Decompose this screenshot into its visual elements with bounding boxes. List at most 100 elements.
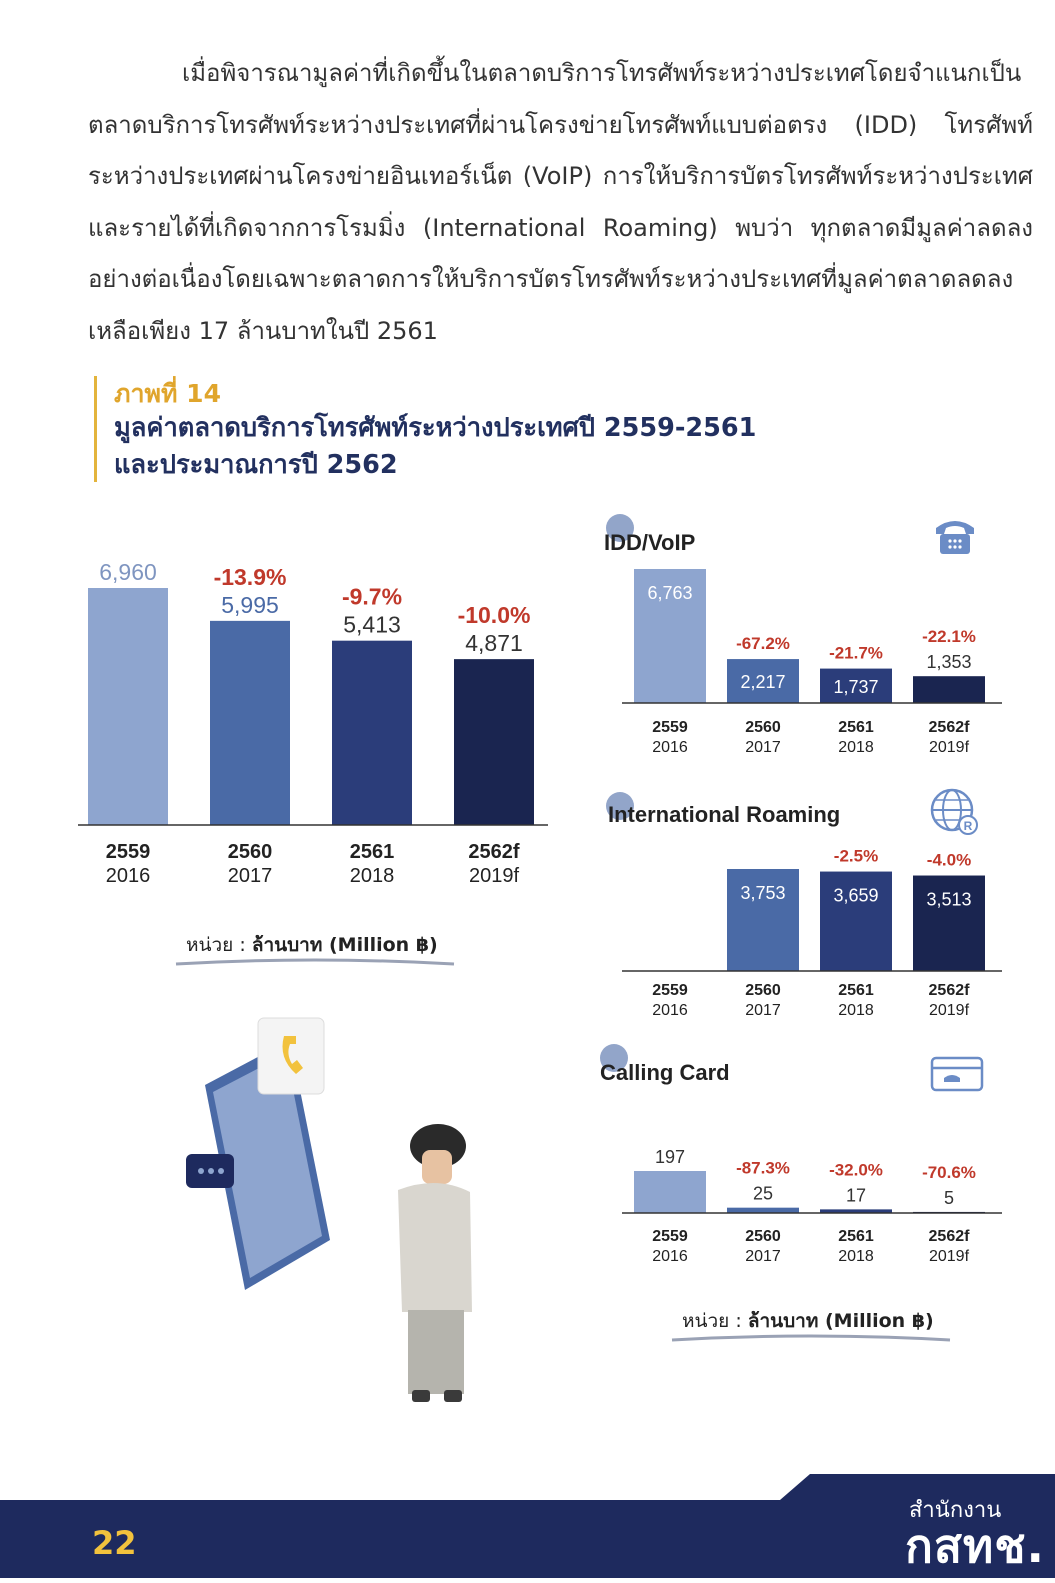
growth-label: -22.1%	[922, 627, 976, 646]
org-name-big: กสทช.	[905, 1519, 1045, 1573]
tick-label: 2560	[745, 982, 781, 999]
tick-label-ce: 2018	[838, 739, 874, 756]
tick-label: 2560	[228, 841, 273, 863]
bar	[913, 676, 985, 703]
bar	[820, 668, 892, 703]
figure-title-line2: และประมาณการปี 2562	[114, 450, 398, 480]
growth-label: -2.5%	[834, 847, 878, 866]
tick-label: 2559	[652, 1228, 688, 1245]
data-label: 4,871	[465, 630, 523, 656]
growth-label: -13.9%	[214, 564, 287, 590]
figure-accent-bar	[94, 376, 97, 482]
tick-label-ce: 2019f	[929, 1002, 970, 1019]
bar	[210, 620, 290, 825]
chart-title: IDD/VoIP	[604, 530, 695, 555]
intro-paragraph: เมื่อพิจารณามูลค่าที่เกิดขึ้นในตลาดบริกา…	[88, 59, 1033, 345]
unit-underline-side	[671, 1334, 951, 1342]
tick-label-ce: 2018	[838, 1002, 874, 1019]
bar	[727, 659, 799, 703]
footer-band	[0, 1500, 1055, 1578]
tick-label-ce: 2016	[652, 739, 688, 756]
bar	[727, 869, 799, 971]
tick-label-ce: 2019f	[469, 865, 519, 887]
tick-label: 2561	[350, 841, 395, 863]
page-number: 22	[92, 1524, 137, 1562]
growth-label: -21.7%	[829, 644, 883, 663]
org-name-small: สำนักงาน	[909, 1498, 1002, 1523]
tick-label: 2561	[838, 982, 874, 999]
bar	[820, 871, 892, 971]
data-label: 3,753	[740, 883, 785, 903]
data-label: 17	[846, 1185, 866, 1205]
tick-label: 2562f	[929, 982, 971, 999]
data-label: 6,960	[99, 559, 157, 585]
bar	[634, 569, 706, 703]
bar	[454, 659, 534, 825]
data-label: 2,217	[740, 672, 785, 692]
growth-label: -4.0%	[927, 851, 971, 870]
tick-label-ce: 2017	[228, 865, 273, 887]
tick-label-ce: 2016	[652, 1248, 688, 1265]
title-dot	[600, 1044, 628, 1072]
tick-label: 2560	[745, 1228, 781, 1245]
tick-label-ce: 2018	[838, 1248, 874, 1265]
growth-label: -10.0%	[458, 602, 531, 628]
tick-label: 2559	[106, 841, 151, 863]
tick-label: 2562f	[929, 1228, 971, 1245]
tick-label-ce: 2016	[652, 1002, 688, 1019]
data-label: 25	[753, 1184, 773, 1204]
unit-prefix: หน่วย :	[682, 1310, 742, 1332]
tick-label: 2560	[745, 719, 781, 736]
data-label: 1,737	[833, 677, 878, 697]
data-label: 6,763	[647, 583, 692, 603]
globe-roaming-icon: R	[930, 788, 978, 835]
unit-label-main: หน่วย : ล้านบาท (Million ฿)	[186, 930, 438, 960]
figure-label: ภาพที่ 14	[114, 379, 221, 408]
tick-label-ce: 2017	[745, 739, 781, 756]
figure-title: มูลค่าตลาดบริการโทรศัพท์ระหว่างประเทศปี …	[114, 410, 874, 484]
unit-underline-main	[175, 958, 455, 966]
title-dot	[606, 514, 634, 542]
unit-text: ล้านบาท (Million ฿)	[747, 1310, 934, 1332]
data-label: 5,995	[221, 592, 279, 618]
unit-prefix: หน่วย :	[186, 934, 246, 956]
data-label: 3,659	[833, 886, 878, 906]
bar	[913, 875, 985, 971]
tick-label-ce: 2019f	[929, 739, 970, 756]
calling-card-icon	[930, 1056, 984, 1092]
tick-label: 2559	[652, 982, 688, 999]
unit-label-side: หน่วย : ล้านบาท (Million ฿)	[682, 1306, 934, 1336]
tick-label: 2561	[838, 719, 874, 736]
growth-label: -32.0%	[829, 1160, 883, 1179]
phone-illustration	[186, 1017, 330, 1290]
growth-label: -87.3%	[736, 1159, 790, 1178]
tick-label-ce: 2019f	[929, 1248, 970, 1265]
growth-label: -67.2%	[736, 634, 790, 653]
svg-text:R: R	[964, 819, 973, 833]
data-label: 5	[944, 1188, 954, 1208]
growth-label: -9.7%	[342, 584, 402, 610]
bar	[727, 1207, 799, 1213]
charts-canvas: R 6,960255920165,995-13.9%256020175,413-…	[78, 514, 1002, 1402]
bar	[634, 1171, 706, 1213]
tick-label: 2562f	[468, 841, 519, 863]
telephone-icon	[936, 521, 974, 554]
tick-label-ce: 2017	[745, 1002, 781, 1019]
figure-title-line1: มูลค่าตลาดบริการโทรศัพท์ระหว่างประเทศปี …	[114, 413, 757, 443]
title-dot	[606, 792, 634, 820]
data-label: 3,513	[926, 890, 971, 910]
tick-label-ce: 2017	[745, 1248, 781, 1265]
growth-label: -70.6%	[922, 1163, 976, 1182]
tick-label: 2559	[652, 719, 688, 736]
tick-label: 2561	[838, 1228, 874, 1245]
bar	[820, 1209, 892, 1213]
bar	[88, 588, 168, 825]
data-label: 1,353	[926, 652, 971, 672]
chart-title: Calling Card	[600, 1060, 730, 1085]
data-label: 5,413	[343, 612, 401, 638]
bar	[332, 640, 412, 825]
person-illustration	[398, 1124, 472, 1402]
data-label: 197	[655, 1147, 685, 1167]
tick-label: 2562f	[929, 719, 971, 736]
footer-tab	[780, 1474, 1055, 1500]
